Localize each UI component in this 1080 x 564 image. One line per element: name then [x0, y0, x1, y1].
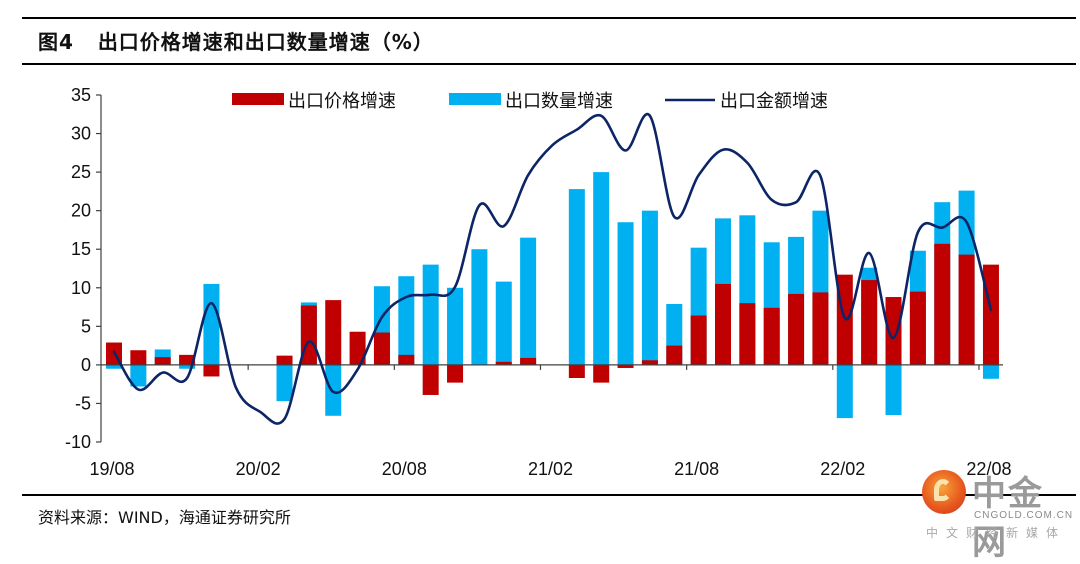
- x-tick-label: 21/08: [674, 459, 719, 479]
- price-bar: [666, 345, 683, 365]
- quantity-bar: [641, 210, 658, 365]
- legend-price-swatch: [232, 93, 284, 105]
- quantity-bar: [447, 287, 464, 365]
- figure-title: 图4 出口价格增速和出口数量增速（%）: [38, 26, 434, 55]
- quantity-bar: [398, 276, 415, 365]
- quantity-bar: [593, 172, 610, 365]
- price-bar: [739, 303, 756, 365]
- quantity-bar: [130, 364, 147, 387]
- x-tick-label: 21/02: [528, 459, 573, 479]
- legend-quantity-swatch: [449, 93, 501, 105]
- price-bar: [203, 364, 220, 377]
- price-bar: [373, 332, 390, 365]
- price-bar: [447, 364, 464, 383]
- price-bar: [958, 254, 975, 365]
- quantity-bar: [520, 237, 537, 365]
- price-bar: [593, 364, 610, 383]
- price-bar: [568, 364, 585, 378]
- quantity-bar: [422, 264, 439, 365]
- x-axis-labels: 19/08 20/02 20/08 21/02 21/08 22/02 22/08: [89, 459, 1011, 479]
- price-bar: [398, 354, 415, 365]
- price-bar: [617, 364, 634, 368]
- price-bar: [909, 291, 926, 365]
- legend: 出口价格增速 出口数量增速 出口金额增速: [232, 91, 828, 112]
- price-bar: [130, 350, 147, 365]
- axes: [96, 94, 1003, 443]
- x-tick-label: 20/02: [236, 459, 281, 479]
- price-bar: [349, 331, 366, 365]
- quantity-bar: [203, 283, 220, 365]
- y-tick-label: 35: [71, 85, 91, 105]
- x-tick-label: 19/08: [89, 459, 134, 479]
- y-tick-label: 10: [71, 278, 91, 298]
- price-bar: [812, 292, 829, 365]
- quantity-bar: [471, 249, 488, 365]
- price-bar: [154, 357, 171, 365]
- quantity-bar: [885, 364, 902, 416]
- price-bar: [885, 297, 902, 365]
- y-tick-label: -5: [75, 393, 91, 413]
- price-bar: [788, 293, 805, 365]
- legend-price-label: 出口价格增速: [288, 91, 396, 112]
- top-rule: [22, 17, 1076, 19]
- y-tick-label: 25: [71, 162, 91, 182]
- price-bar: [179, 354, 196, 365]
- quantity-bar: [276, 364, 293, 402]
- price-bar: [325, 300, 342, 365]
- y-tick-label: -10: [65, 432, 91, 452]
- cngold-logo-icon: [922, 470, 966, 514]
- quantity-bar: [106, 364, 122, 369]
- price-bar: [520, 357, 537, 365]
- watermark-tagline: 中文财经新媒体: [926, 526, 1067, 540]
- price-bar: [982, 264, 999, 365]
- quantity-bar: [179, 364, 196, 369]
- quantity-bar: [836, 364, 853, 419]
- title-rule: [22, 63, 1076, 65]
- price-bar: [276, 355, 293, 365]
- legend-quantity-label: 出口数量增速: [505, 91, 613, 112]
- price-bar: [641, 360, 658, 365]
- y-tick-label: 0: [81, 355, 91, 375]
- price-bar: [690, 315, 707, 365]
- price-bars: [106, 243, 999, 395]
- x-tick-label: 22/08: [966, 459, 1011, 479]
- price-bar: [763, 307, 780, 365]
- value-line: [112, 112, 993, 425]
- watermark-domain: CNGOLD.COM.CN: [974, 510, 1074, 521]
- watermark: 中金网 CNGOLD.COM.CN 中文财经新媒体: [922, 466, 1074, 563]
- y-axis-labels: 35 30 25 20 15 10 5 0 -5 -10: [65, 85, 91, 452]
- price-bar: [861, 280, 878, 365]
- figure-title-text: 出口价格增速和出口数量增速（%）: [97, 30, 434, 54]
- x-tick-label: 20/08: [382, 459, 427, 479]
- quantity-bar: [617, 222, 634, 365]
- legend-value-label: 出口金额增速: [720, 91, 828, 112]
- bottom-rule: [22, 494, 1076, 496]
- source-note: 资料来源：WIND，海通证券研究所: [38, 508, 291, 527]
- price-bar: [495, 361, 512, 365]
- y-tick-label: 20: [71, 201, 91, 221]
- chart: 35 30 25 20 15 10 5 0 -5 -10 19/08 20/02 20/08 21/02…: [65, 85, 1011, 479]
- quantity-bar: [568, 189, 585, 365]
- price-bar: [715, 283, 731, 365]
- price-bar: [934, 243, 951, 365]
- x-tick-label: 22/02: [820, 459, 865, 479]
- figure-label: 图4: [38, 30, 74, 54]
- price-bar: [422, 364, 439, 395]
- y-tick-label: 5: [81, 316, 91, 336]
- y-tick-label: 30: [71, 124, 91, 144]
- quantity-bar: [982, 364, 999, 379]
- quantity-bar: [495, 281, 512, 365]
- y-tick-label: 15: [71, 239, 91, 259]
